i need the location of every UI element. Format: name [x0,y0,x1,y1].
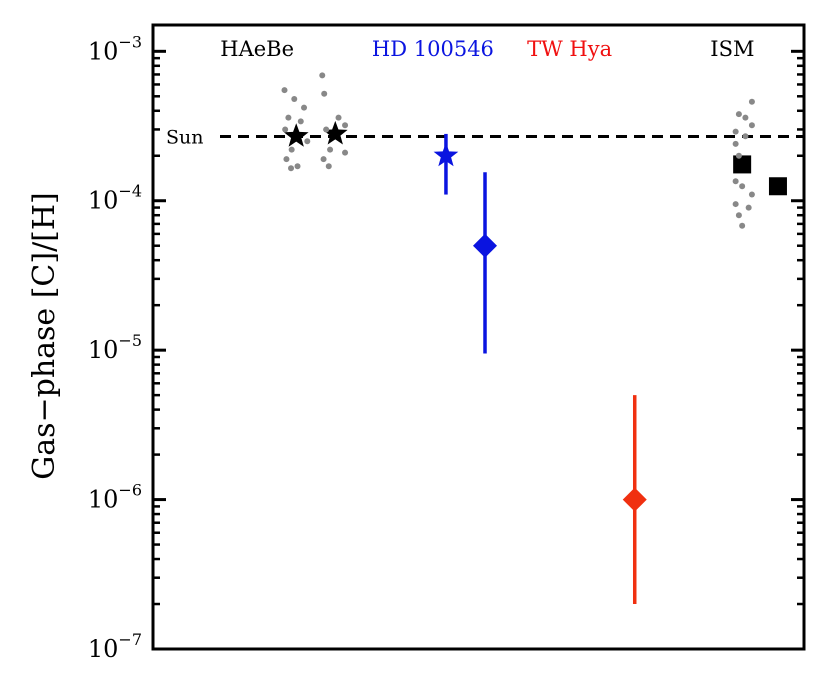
data-point-dot [320,156,327,163]
y-axis-tick-labels: 10−3 10−4 10−5 10−6 10−7 [88,32,142,663]
data-point-dot [281,87,288,94]
reference-line-group: Sun [166,127,804,149]
group-label: HAeBe [220,37,294,61]
data-point-dot [297,118,304,125]
data-point-dot [294,163,301,170]
data-point-dot [288,146,295,153]
data-point-star [433,142,459,167]
data-point-dot [748,98,755,105]
data-point-star [283,123,309,147]
data-point-dot [342,122,349,129]
y-tick-label: 10−7 [88,630,142,663]
y-axis-ticks [153,49,804,651]
y-tick-label: 10−6 [88,481,142,514]
data-point-diamond [622,487,647,512]
data-point-dot [335,114,342,121]
data-point-dot [325,163,332,170]
data-point-dot [735,152,742,159]
data-point-square [768,177,787,196]
data-point-dot [735,212,742,219]
sun-label: Sun [166,127,204,149]
y-tick-label: 10−5 [88,331,142,364]
data-point-star [322,120,348,145]
data-point-dot [304,138,311,145]
data-point-dot [732,178,739,185]
y-axis-label: Gas−phase [C]/[H] [27,192,62,480]
data-point-dot [321,90,328,97]
data-point-dot [742,114,749,121]
group-labels: HAeBe HD 100546 TW Hya ISM [220,37,754,61]
data-point-dot [732,201,739,208]
data-point-dot [735,111,742,118]
data-marks [281,72,787,605]
data-point-dot [288,165,295,172]
data-point-dot [342,149,349,156]
data-point-dot [285,114,292,121]
data-point-dot [745,204,752,211]
data-point-dot [283,156,290,163]
y-tick-label: 10−4 [88,182,142,215]
data-point-dot [732,140,739,147]
data-point-dot [742,133,749,140]
data-point-dot [739,222,746,229]
data-point-dot [739,183,746,190]
data-point-dot [301,104,308,111]
group-label: HD 100546 [372,37,494,61]
data-point-dot [327,146,334,153]
data-point-dot [748,191,755,198]
data-point-dot [319,72,326,79]
group-label: TW Hya [527,37,612,61]
plot-frame [151,23,806,651]
data-point-dot [291,95,298,102]
data-point-dot [282,126,289,133]
data-point-diamond [473,233,498,258]
data-point-square [733,155,752,174]
data-point-dot [323,126,330,133]
y-tick-label: 10−3 [88,32,142,65]
group-label: ISM [710,37,754,61]
data-point-dot [748,122,755,129]
data-point-dot [732,128,739,135]
